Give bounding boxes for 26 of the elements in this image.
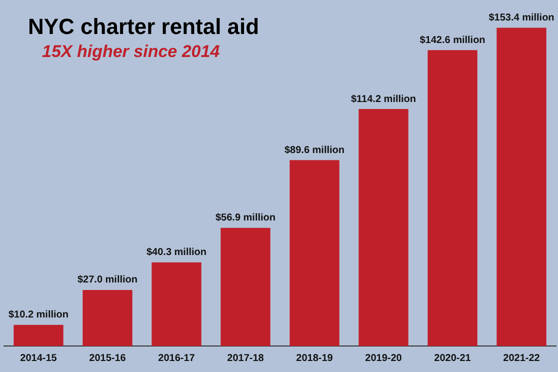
- x-tick-label: 2018-19: [296, 352, 334, 364]
- bar: [428, 50, 478, 346]
- bar: [496, 28, 546, 346]
- bar: [358, 109, 408, 346]
- x-tick-label: 2021-22: [503, 352, 540, 364]
- x-tick-label: 2017-18: [227, 352, 264, 364]
- data-label: $40.3 million: [146, 247, 207, 258]
- chart-title: NYC charter rental aid: [28, 14, 260, 40]
- x-tick-label: 2019-20: [365, 352, 402, 364]
- data-label: $10.2 million: [8, 310, 69, 321]
- data-label: $56.9 million: [215, 212, 276, 224]
- x-tick-label: 2016-17: [158, 352, 196, 364]
- data-label: $89.6 million: [284, 144, 345, 156]
- x-tick-label: 2020-21: [434, 352, 472, 364]
- text: 15X higher since 2014: [42, 42, 220, 62]
- bar: [290, 160, 340, 346]
- bar: [14, 324, 64, 346]
- data-label: $27.0 million: [77, 274, 138, 286]
- bar: [152, 262, 202, 346]
- data-label: $142.6 million: [420, 34, 486, 46]
- x-tick-label: 2014-15: [20, 352, 58, 364]
- bar: [220, 228, 270, 346]
- x-tick-label: 2015-16: [89, 352, 126, 364]
- bar: [82, 290, 132, 346]
- data-label: $114.2 million: [350, 94, 416, 105]
- data-label: $153.4 million: [488, 12, 554, 24]
